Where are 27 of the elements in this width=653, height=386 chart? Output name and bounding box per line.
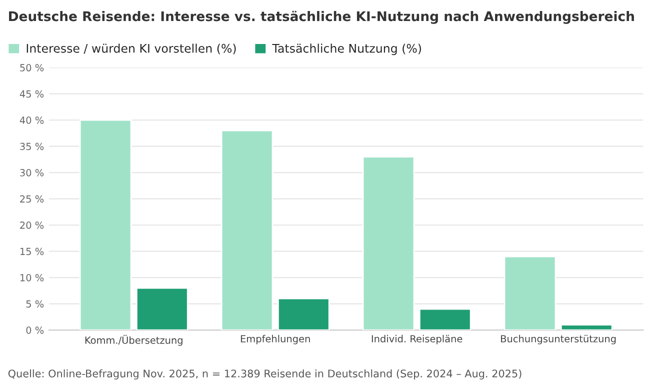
bar bbox=[220, 130, 274, 330]
y-tick-label: 25 % bbox=[20, 195, 44, 203]
source-note: Quelle: Online-Befragung Nov. 2025, n = 12.389 Reisende in Deutschland (Sep. 2024 – Aug. 2025) bbox=[8, 369, 522, 380]
bar bbox=[277, 298, 330, 330]
y-tick-label: 35 % bbox=[20, 142, 44, 150]
y-tick-label: 15 % bbox=[20, 248, 44, 256]
legend-label: Interesse / würden KI vorstellen (%) bbox=[26, 44, 236, 54]
y-tick-label: 0 % bbox=[26, 326, 44, 334]
y-tick-label: 30 % bbox=[20, 169, 44, 176]
y-tick-label: 10 % bbox=[20, 274, 44, 282]
x-tick-label: Individ. Reisepläne bbox=[372, 334, 462, 344]
y-tick-label: 40 % bbox=[20, 116, 44, 124]
legend-label: Tatsächliche Nutzung (%) bbox=[272, 44, 422, 56]
bar bbox=[418, 308, 472, 330]
y-tick-label: 45 % bbox=[20, 90, 44, 98]
bar bbox=[136, 287, 188, 330]
x-tick-label: Buchungsunterstützung bbox=[501, 334, 616, 344]
x-tick-label: Empfehlungen bbox=[240, 334, 310, 344]
y-tick-label: 20 % bbox=[20, 222, 44, 229]
bar bbox=[504, 256, 556, 330]
y-tick-label: 5 % bbox=[26, 300, 44, 308]
x-tick-label: Komm./Übersetzung bbox=[85, 334, 182, 346]
y-tick-label: 50 % bbox=[20, 64, 44, 72]
chart-title: Deutsche Reisende: Interesse vs. tatsächliche KI-Nutzung nach Anwendungsbereich bbox=[9, 10, 634, 24]
bar bbox=[79, 119, 132, 330]
bar bbox=[560, 324, 613, 330]
bar bbox=[362, 156, 415, 330]
